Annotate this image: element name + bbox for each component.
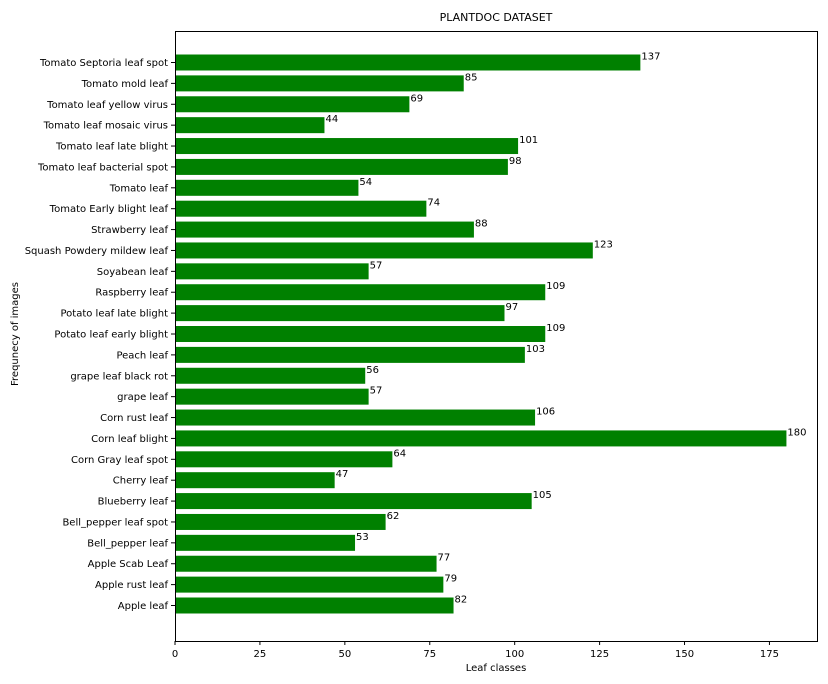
bar <box>175 200 427 217</box>
plot-frame <box>175 31 818 642</box>
y-tick-label: Bell_pepper leaf <box>87 538 168 549</box>
data-label: 56 <box>366 365 379 376</box>
y-tick-label: Tomato Early blight leaf <box>49 204 169 215</box>
y-tick-label: Soyabean leaf <box>97 267 169 278</box>
data-label: 62 <box>387 511 400 522</box>
bar <box>175 326 546 342</box>
y-tick-label: Tomato leaf <box>109 183 169 194</box>
data-label: 101 <box>519 135 538 146</box>
bar <box>175 75 464 92</box>
y-tick-label: Tomato leaf bacterial spot <box>37 162 168 173</box>
y-tick-label: Bell_pepper leaf spot <box>62 517 168 528</box>
bar <box>175 534 356 551</box>
data-label: 74 <box>427 198 440 209</box>
bar <box>175 54 641 71</box>
y-tick-label: Tomato mold leaf <box>81 79 169 90</box>
x-tick-label: 150 <box>675 649 694 660</box>
y-tick-label: Tomato leaf yellow virus <box>46 100 168 111</box>
data-label: 123 <box>594 239 613 250</box>
x-tick-label: 175 <box>760 649 779 660</box>
y-tick-label: Corn rust leaf <box>100 413 168 424</box>
data-label: 137 <box>641 52 660 63</box>
y-tick-label: Potato leaf early blight <box>54 330 168 341</box>
bar <box>175 221 474 238</box>
bar <box>175 179 359 196</box>
y-tick-label: Apple leaf <box>118 601 169 612</box>
bar <box>175 96 410 113</box>
data-labels-group: 8279775362105476418010657561031099710957… <box>325 52 806 606</box>
y-tick-label: Strawberry leaf <box>91 225 168 236</box>
data-label: 106 <box>536 407 555 418</box>
data-label: 82 <box>455 595 468 606</box>
y-tick-label: Tomato leaf late blight <box>55 142 168 153</box>
data-label: 105 <box>533 490 552 501</box>
data-label: 57 <box>370 260 383 271</box>
data-label: 97 <box>505 302 518 313</box>
data-label: 47 <box>336 469 349 480</box>
x-tick-label: 100 <box>505 649 524 660</box>
bar <box>175 158 508 175</box>
bars-group <box>175 54 787 614</box>
bar <box>175 409 536 426</box>
y-tick-label: Potato leaf late blight <box>61 309 169 320</box>
y-tick-label: Apple rust leaf <box>95 580 168 591</box>
bar <box>175 242 593 259</box>
data-label: 57 <box>370 386 383 397</box>
x-tick-label: 125 <box>590 649 609 660</box>
x-tick-label: 25 <box>254 649 267 660</box>
bar <box>175 346 525 363</box>
bar <box>175 513 386 530</box>
data-label: 103 <box>526 344 545 355</box>
bar <box>175 451 393 468</box>
data-label: 44 <box>325 114 338 125</box>
bar <box>175 493 532 510</box>
bar <box>175 263 369 280</box>
y-tick-label: grape leaf <box>117 392 168 403</box>
y-tick-label: Peach leaf <box>116 350 168 361</box>
y-tick-label: Apple Scab Leaf <box>88 559 169 570</box>
data-label: 85 <box>465 72 478 83</box>
y-tick-label: Tomato leaf mosaic virus <box>43 121 168 132</box>
data-label: 77 <box>438 553 451 564</box>
bar <box>175 388 369 405</box>
data-label: 69 <box>410 93 423 104</box>
bar <box>175 555 437 572</box>
x-tick-label: 75 <box>423 649 436 660</box>
x-tick-label: 50 <box>338 649 351 660</box>
data-label: 109 <box>546 323 565 334</box>
y-tick-label: Tomato Septoria leaf spot <box>39 58 168 69</box>
y-tick-label: Blueberry leaf <box>98 497 169 508</box>
x-axis-ticks: 0 25 50 75 100 125 150 175 <box>172 641 779 660</box>
bar <box>175 576 444 593</box>
bar <box>175 284 546 301</box>
bar <box>175 305 505 322</box>
y-tick-label: Squash Powdery mildew leaf <box>25 246 169 257</box>
data-label: 53 <box>356 532 369 543</box>
bar <box>175 138 519 155</box>
bar <box>175 597 454 614</box>
y-tick-label: Corn Gray leaf spot <box>71 455 168 466</box>
x-axis-label: Leaf classes <box>466 663 527 674</box>
bar <box>175 117 325 134</box>
data-label: 180 <box>787 427 806 438</box>
y-tick-label: Corn leaf blight <box>91 434 168 445</box>
chart-title: PLANTDOC DATASET <box>440 11 553 24</box>
data-label: 98 <box>509 156 522 167</box>
data-label: 88 <box>475 219 488 230</box>
y-axis-ticks: Apple leaf Apple rust leaf Apple Scab Leaf… <box>25 58 175 612</box>
bar <box>175 367 366 384</box>
data-label: 79 <box>444 574 457 585</box>
data-label: 109 <box>546 281 565 292</box>
data-label: 54 <box>359 177 372 188</box>
y-axis-label: Frequnecy of images <box>10 282 21 386</box>
y-tick-label: Cherry leaf <box>113 476 169 487</box>
bar <box>175 472 335 489</box>
bar <box>175 430 787 447</box>
y-tick-label: grape leaf black rot <box>70 371 168 382</box>
data-label: 64 <box>393 448 406 459</box>
y-tick-label: Raspberry leaf <box>95 288 168 299</box>
x-tick-label: 0 <box>172 649 178 660</box>
